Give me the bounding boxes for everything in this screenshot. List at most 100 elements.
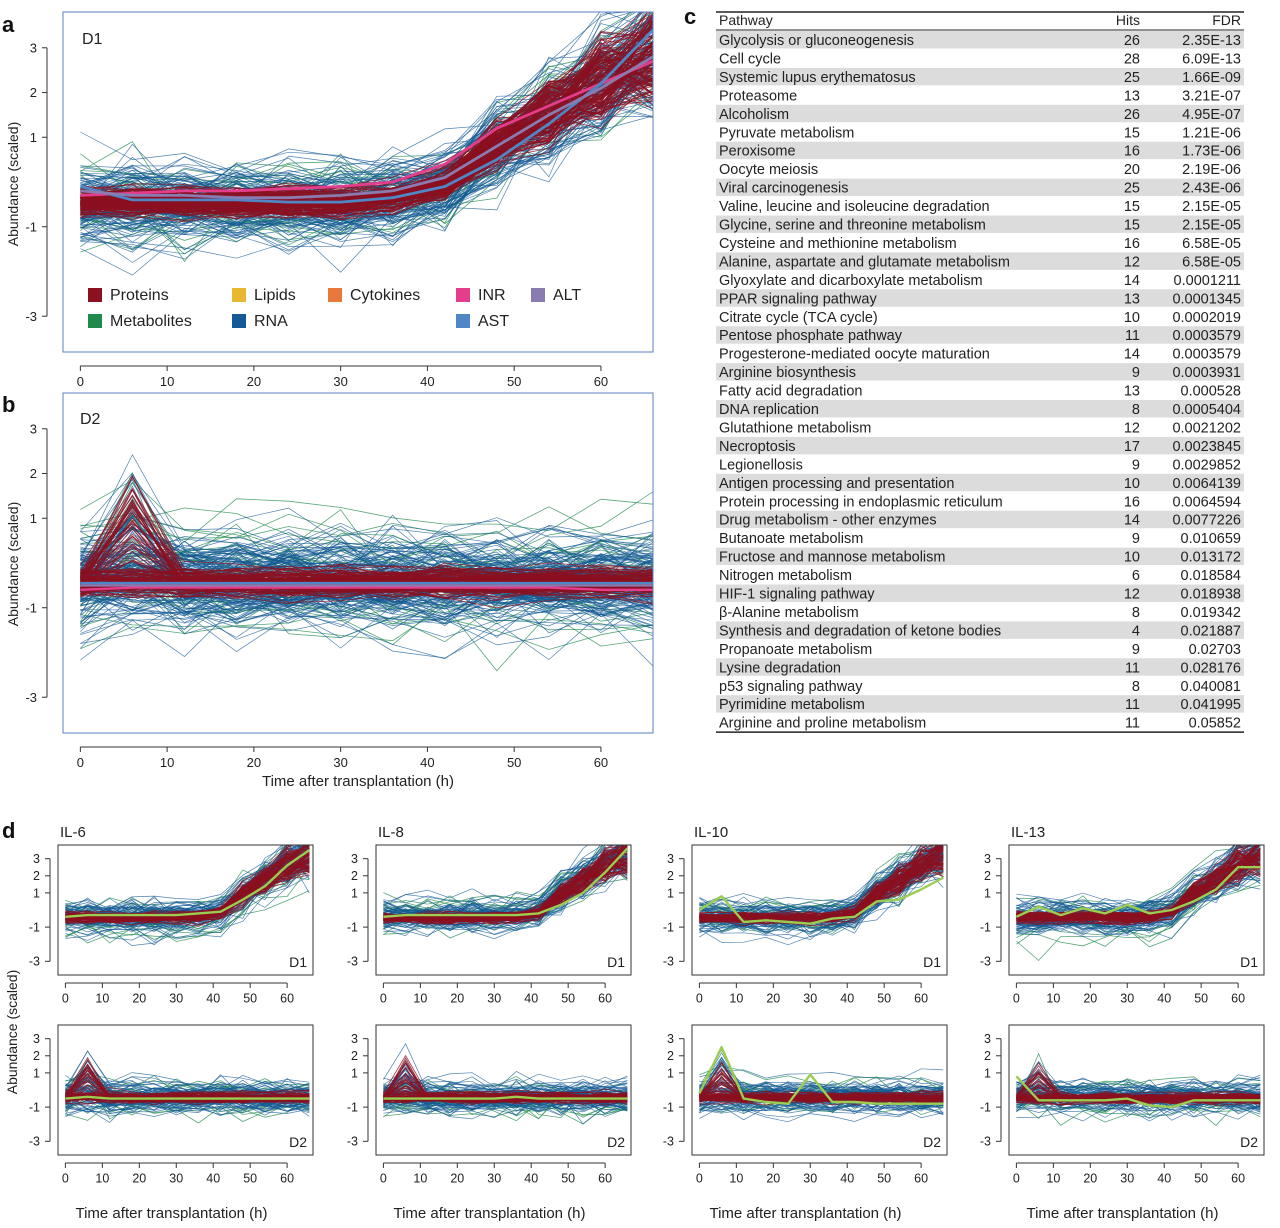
panel-letter-a: a xyxy=(2,12,15,37)
row-label-d2: D2 xyxy=(289,1134,307,1150)
y-tick-label: -1 xyxy=(980,1100,991,1114)
y-tick-label: 2 xyxy=(30,466,37,481)
background-trace xyxy=(65,1091,310,1099)
x-tick-label: 60 xyxy=(1231,992,1245,1006)
table-cell-pathway: Cell cycle xyxy=(719,51,781,67)
x-tick-label: 60 xyxy=(914,992,928,1006)
table-cell-hits: 15 xyxy=(1124,218,1140,234)
table-cell-pathway: Arginine and proline metabolism xyxy=(719,716,926,732)
background-trace xyxy=(699,1068,944,1081)
x-axis-label-d: Time after transplantation (h) xyxy=(75,1205,267,1222)
y-tick-label: 2 xyxy=(667,1049,674,1063)
table-row: DNA replication 8 0.0005404 xyxy=(716,400,1244,418)
y-tick-label: 3 xyxy=(33,1032,40,1046)
table-cell-pathway: Oocyte meiosis xyxy=(719,162,818,178)
x-tick-label: 30 xyxy=(487,1172,501,1186)
table-row-shade xyxy=(716,436,1244,455)
y-tick-label: 2 xyxy=(33,1049,40,1063)
x-tick-label: 60 xyxy=(594,374,608,389)
table-cell-fdr: 0.0002019 xyxy=(1172,310,1241,326)
table-cell-pathway: Alcoholism xyxy=(719,107,789,123)
table-cell-hits: 9 xyxy=(1132,457,1140,473)
y-tick-label: 2 xyxy=(351,869,358,883)
table-cell-fdr: 1.66E-09 xyxy=(1182,70,1241,86)
table-cell-pathway: Nitrogen metabolism xyxy=(719,568,852,584)
table-cell-fdr: 6.09E-13 xyxy=(1182,51,1241,67)
table-cell-pathway: Pyruvate metabolism xyxy=(719,125,854,141)
table-cell-hits: 8 xyxy=(1132,605,1140,621)
x-tick-label: 40 xyxy=(840,992,854,1006)
table-row: Pyrimidine metabolism 11 0.041995 xyxy=(716,695,1244,713)
table-row: Viral carcinogenesis 25 2.43E-06 xyxy=(716,178,1244,197)
x-tick-label: 10 xyxy=(1046,992,1060,1006)
x-axis-label-d: Time after transplantation (h) xyxy=(709,1205,901,1222)
panel-letter-d: d xyxy=(2,818,15,843)
table-cell-fdr: 0.0001211 xyxy=(1174,273,1241,289)
table-cell-hits: 13 xyxy=(1124,88,1140,104)
plot-frame xyxy=(1008,1024,1265,1156)
table-cell-hits: 11 xyxy=(1125,660,1140,676)
table-header-pathway: Pathway xyxy=(719,12,773,28)
x-tick-label: 10 xyxy=(160,755,174,770)
background-trace xyxy=(80,57,653,260)
table-cell-fdr: 0.0023845 xyxy=(1172,439,1241,455)
table-row: Glycine, serine and threonine metabolism… xyxy=(716,215,1244,234)
table-row: Cell cycle 28 6.09E-13 xyxy=(719,51,1241,67)
background-trace xyxy=(65,1084,310,1105)
legend-swatch-proteins xyxy=(88,288,102,302)
table-row-shade xyxy=(716,658,1244,676)
background-trace xyxy=(383,1059,628,1098)
x-tick-label: 0 xyxy=(696,1172,703,1186)
background-trace xyxy=(699,845,944,920)
table-row: Nitrogen metabolism 6 0.018584 xyxy=(719,568,1241,584)
table-cell-pathway: Synthesis and degradation of ketone bodi… xyxy=(719,623,1001,639)
background-trace xyxy=(383,849,628,920)
x-tick-label: 40 xyxy=(840,1172,854,1186)
plot-area xyxy=(698,1046,944,1123)
table-cell-fdr: 2.15E-05 xyxy=(1182,218,1241,234)
y-tick-label: -3 xyxy=(980,1135,991,1149)
plot-frame xyxy=(1008,844,1265,976)
table-cell-fdr: 2.19E-06 xyxy=(1182,162,1241,178)
table-cell-hits: 12 xyxy=(1124,587,1140,603)
table-cell-hits: 25 xyxy=(1124,181,1140,197)
table-cell-fdr: 2.15E-05 xyxy=(1182,199,1241,215)
background-trace xyxy=(1016,858,1261,923)
legend-swatch-rna xyxy=(232,314,246,328)
y-tick-label: -3 xyxy=(25,309,37,324)
table-cell-pathway: Systemic lupus erythematosus xyxy=(719,70,916,86)
table-row: Necroptosis 17 0.0023845 xyxy=(716,436,1244,455)
row-label-d2: D2 xyxy=(1240,1134,1258,1150)
table-cell-fdr: 1.21E-06 xyxy=(1182,125,1241,141)
table-cell-pathway: PPAR signaling pathway xyxy=(719,291,877,307)
table-cell-hits: 12 xyxy=(1124,420,1140,436)
background-trace xyxy=(80,28,653,238)
x-tick-label: 20 xyxy=(450,992,464,1006)
x-tick-label: 40 xyxy=(524,1172,538,1186)
table-cell-hits: 10 xyxy=(1124,310,1140,326)
cytokine-title: IL-8 xyxy=(378,824,404,841)
table-row: Lysine degradation 11 0.028176 xyxy=(716,658,1244,676)
legend-label-inr: INR xyxy=(478,287,506,304)
table-cell-hits: 16 xyxy=(1124,236,1140,252)
table-cell-pathway: Legionellosis xyxy=(719,457,803,473)
table-cell-fdr: 0.028176 xyxy=(1181,660,1241,676)
x-tick-label: 60 xyxy=(280,992,294,1006)
background-trace xyxy=(65,1091,310,1112)
x-tick-label: 40 xyxy=(420,374,434,389)
background-trace xyxy=(80,51,653,220)
background-trace xyxy=(80,515,653,564)
y-tick-label: 1 xyxy=(351,886,358,900)
x-tick-label: 10 xyxy=(95,992,109,1006)
plot-frame xyxy=(62,392,654,734)
background-trace xyxy=(65,845,283,924)
x-tick-label: 0 xyxy=(380,1172,387,1186)
table-cell-hits: 16 xyxy=(1124,144,1140,160)
panel-letter-c: c xyxy=(684,4,696,29)
background-trace xyxy=(383,848,628,921)
table-row: Proteasome 13 3.21E-07 xyxy=(719,88,1241,104)
table-cell-fdr: 0.013172 xyxy=(1181,550,1241,566)
table-cell-hits: 14 xyxy=(1124,273,1140,289)
x-tick-label: 0 xyxy=(77,374,84,389)
